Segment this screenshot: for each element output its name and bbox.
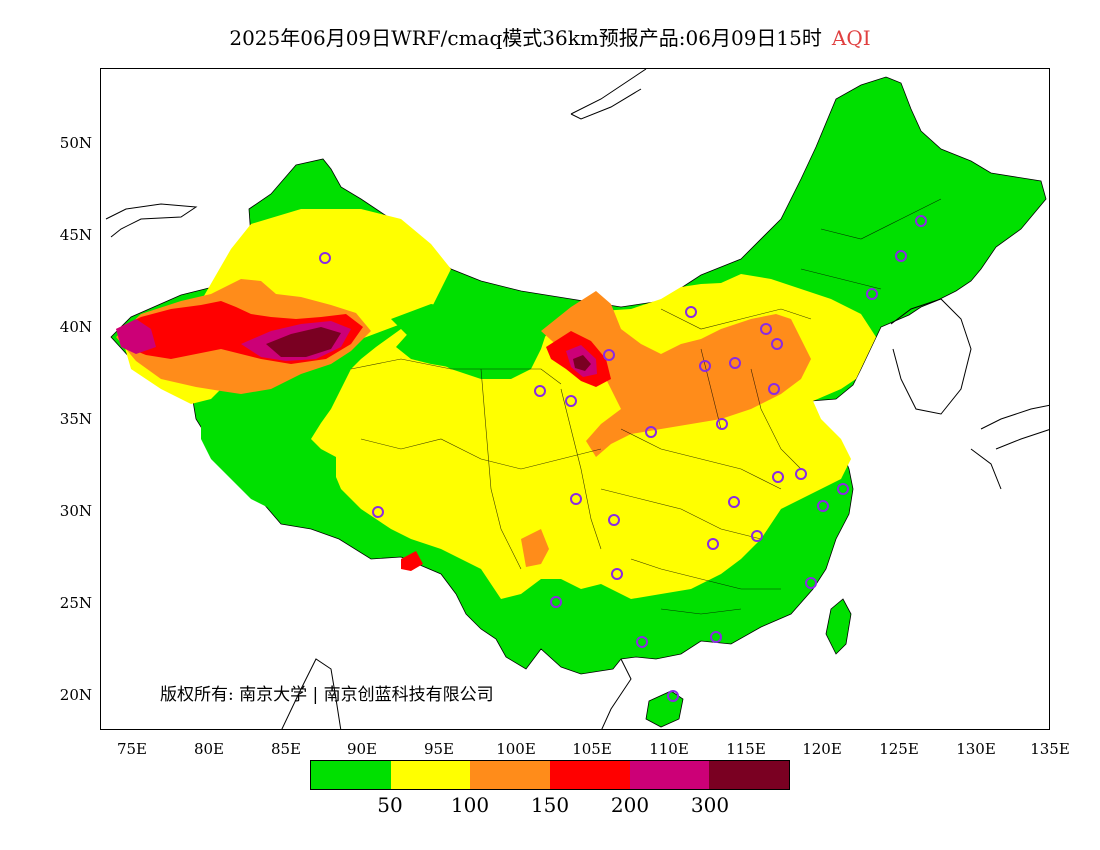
- province-borders: [350, 198, 942, 615]
- good-region-qinghai: [391, 291, 551, 379]
- city-marker: [760, 323, 772, 335]
- y-tick-label: 35N: [59, 410, 92, 428]
- y-tick-label: 30N: [59, 502, 92, 520]
- hazardous-region-taklamakan: [266, 327, 341, 357]
- city-marker: [728, 496, 740, 508]
- x-tick-label: 100E: [496, 740, 536, 758]
- hazardous-region-ningxia: [573, 355, 591, 371]
- title-variable: AQI: [831, 26, 871, 50]
- y-tick-label: 40N: [59, 318, 92, 336]
- city-marker: [608, 514, 620, 526]
- legend-swatch-unhealthy: [550, 761, 630, 789]
- city-marker: [805, 577, 817, 589]
- sensitive-region-north: [541, 291, 811, 457]
- city-marker: [751, 530, 763, 542]
- city-marker: [565, 395, 577, 407]
- city-marker: [685, 306, 697, 318]
- city-marker: [645, 426, 657, 438]
- city-marker: [699, 360, 711, 372]
- legend-tick: 50: [377, 793, 403, 817]
- legend-swatch-good: [311, 761, 391, 789]
- city-marker: [534, 385, 546, 397]
- city-marker: [667, 690, 679, 702]
- city-marker: [866, 288, 878, 300]
- x-tick-label: 130E: [956, 740, 996, 758]
- x-tick-label: 105E: [572, 740, 612, 758]
- vietnam-coastline: [601, 658, 632, 729]
- color-legend: [310, 760, 790, 790]
- taiwan-island: [825, 598, 852, 655]
- city-marker: [817, 500, 829, 512]
- good-region-tibet: [201, 414, 306, 509]
- city-marker: [837, 483, 849, 495]
- y-tick-label: 20N: [59, 686, 92, 704]
- west-coastline: [105, 203, 198, 238]
- india-coastline: [281, 658, 342, 729]
- city-marker: [795, 468, 807, 480]
- city-marker: [768, 383, 780, 395]
- x-tick-label: 115E: [726, 740, 766, 758]
- y-tick-label: 45N: [59, 226, 92, 244]
- city-markers: [319, 215, 927, 702]
- city-marker: [771, 338, 783, 350]
- city-marker: [570, 493, 582, 505]
- x-tick-label: 95E: [423, 740, 455, 758]
- city-marker: [710, 631, 722, 643]
- aqi-map: [105, 69, 1049, 729]
- y-tick-label: 50N: [59, 134, 92, 152]
- japan-coastline: [970, 404, 1049, 490]
- legend-tick: 300: [690, 793, 730, 817]
- legend-tick: 200: [610, 793, 650, 817]
- city-marker: [611, 568, 623, 580]
- y-tick-label: 25N: [59, 594, 92, 612]
- city-marker: [319, 252, 331, 264]
- north-lake-coastline: [570, 69, 647, 120]
- legend-swatch-hazardous: [709, 761, 790, 789]
- x-tick-label: 120E: [802, 740, 842, 758]
- city-marker: [772, 471, 784, 483]
- city-marker: [915, 215, 927, 227]
- legend-tick: 100: [450, 793, 490, 817]
- legend-swatch-moderate: [390, 761, 471, 789]
- map-frame: [100, 68, 1050, 730]
- copyright-text: 版权所有: 南京大学 | 南京创蓝科技有限公司: [160, 685, 494, 705]
- legend-swatch-very-unhealthy: [629, 761, 710, 789]
- x-tick-label: 125E: [879, 740, 919, 758]
- city-marker: [707, 538, 719, 550]
- x-tick-label: 90E: [346, 740, 378, 758]
- x-tick-label: 110E: [649, 740, 689, 758]
- city-marker: [716, 418, 728, 430]
- x-tick-label: 75E: [116, 740, 148, 758]
- city-marker: [603, 349, 615, 361]
- sensitive-region-chengdu: [521, 529, 549, 567]
- city-marker: [550, 596, 562, 608]
- city-marker: [636, 636, 648, 648]
- x-tick-label: 85E: [270, 740, 302, 758]
- map-title: 2025年06月09日WRF/cmaq模式36km预报产品:06月09日15时 A…: [0, 22, 1100, 51]
- legend-tick: 150: [530, 793, 570, 817]
- legend-swatch-sensitive: [470, 761, 551, 789]
- city-marker: [372, 506, 384, 518]
- city-marker: [895, 250, 907, 262]
- title-text: 2025年06月09日WRF/cmaq模式36km预报产品:06月09日15时: [229, 26, 822, 50]
- city-marker: [729, 357, 741, 369]
- korea-coastline: [890, 298, 972, 415]
- x-tick-label: 135E: [1030, 740, 1070, 758]
- unhealthy-region-tibet-south: [401, 551, 423, 571]
- very-unhealthy-region-west: [116, 319, 156, 354]
- x-tick-label: 80E: [193, 740, 225, 758]
